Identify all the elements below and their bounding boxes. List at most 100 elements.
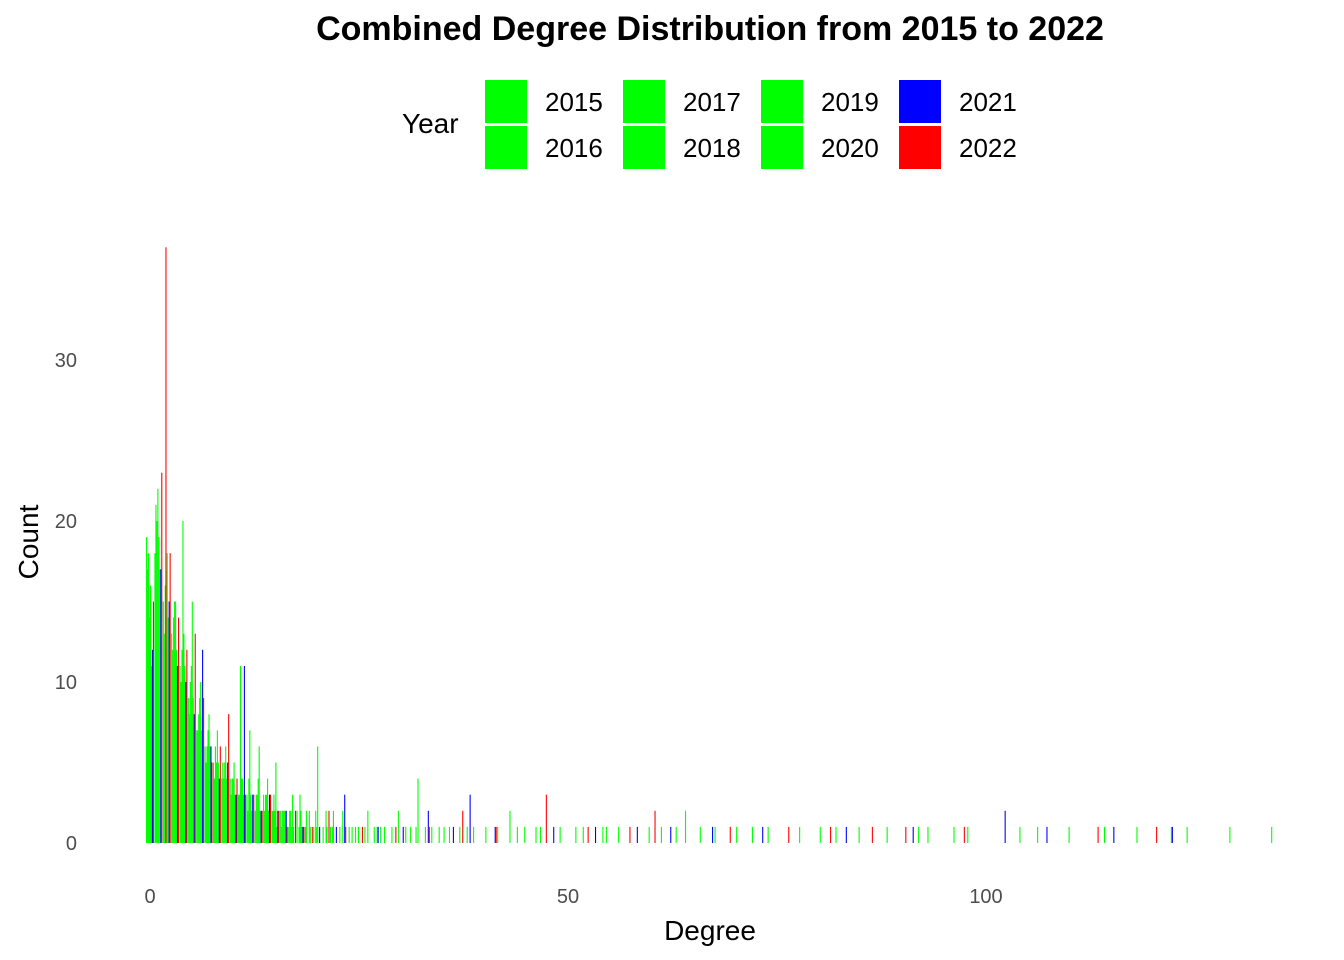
legend-label-2022: 2022 xyxy=(959,133,1017,163)
bar-2016-16 xyxy=(280,826,282,843)
legend-key-2020 xyxy=(761,126,803,169)
bar-2022-27 xyxy=(495,826,497,843)
bar-2021-8 xyxy=(218,778,220,843)
bar-2019-34 xyxy=(1019,826,1021,843)
bar-2018-7 xyxy=(207,730,209,843)
bar-2020-31 xyxy=(886,826,888,843)
bar-2016-8 xyxy=(213,778,215,843)
bar-2019-30 xyxy=(684,810,687,843)
bar-2020-2 xyxy=(167,617,169,843)
bar-2018-3 xyxy=(174,601,176,843)
bar-2022-29 xyxy=(587,826,589,843)
legend-key-2019 xyxy=(761,80,803,123)
bar-2015-16 xyxy=(279,810,281,843)
bar-2019-0 xyxy=(149,585,152,843)
bar-2019-7 xyxy=(208,714,210,843)
bar-2022-26 xyxy=(462,810,464,843)
bar-2018-16 xyxy=(282,810,284,843)
bar-2017-17 xyxy=(290,810,292,843)
bar-2016-21 xyxy=(364,826,366,843)
bar-2019-27 xyxy=(509,810,511,843)
bar-2018-24 xyxy=(466,826,468,843)
bar-2015-26 xyxy=(497,826,499,843)
bar-2022-30 xyxy=(629,826,631,843)
bar-2017-10 xyxy=(231,778,233,843)
bar-2021-35 xyxy=(1004,810,1006,843)
bar-2021-29 xyxy=(636,826,638,843)
bar-2017-1 xyxy=(156,521,158,843)
bar-2021-22 xyxy=(402,826,404,843)
bar-2021-11 xyxy=(243,665,245,843)
bar-2019-8 xyxy=(216,730,218,843)
bar-2020-8 xyxy=(217,762,219,843)
bar-2018-4 xyxy=(182,521,184,843)
chart-title: Combined Degree Distribution from 2015 t… xyxy=(316,10,1104,48)
bar-2021-33 xyxy=(845,826,847,843)
bar-2022-28 xyxy=(545,794,547,843)
bar-2015-22 xyxy=(355,826,357,843)
bar-2018-18 xyxy=(299,794,301,843)
bar-2021-12 xyxy=(252,794,254,843)
bar-2021-23 xyxy=(427,810,429,843)
bar-2021-24 xyxy=(452,826,454,843)
bar-2022-8 xyxy=(211,762,213,843)
bar-2015-11 xyxy=(237,794,240,843)
bar-2022-1 xyxy=(161,472,163,843)
bar-2018-27 xyxy=(675,826,677,843)
bar-2018-19 xyxy=(316,826,318,843)
bar-2018-13 xyxy=(257,778,259,843)
bar-2020-5 xyxy=(192,698,194,843)
legend-title: Year xyxy=(402,108,459,139)
bar-2016-1 xyxy=(155,504,157,843)
bar-2019-31 xyxy=(751,826,753,843)
bar-2017-27 xyxy=(699,826,701,843)
bar-2019-6 xyxy=(200,682,202,843)
bar-2016-9 xyxy=(222,762,224,843)
bar-2019-14 xyxy=(266,778,269,843)
bar-2019-5 xyxy=(191,601,193,843)
bar-2019-33 xyxy=(927,826,929,843)
bar-2015-23 xyxy=(380,826,382,843)
bar-2021-6 xyxy=(202,649,204,843)
bar-2019-28 xyxy=(559,826,561,843)
bar-2020-26 xyxy=(535,826,537,843)
bar-2021-15 xyxy=(277,810,279,843)
bar-2020-4 xyxy=(184,665,186,843)
bar-2018-10 xyxy=(232,778,234,843)
bar-2019-32 xyxy=(835,826,837,843)
bar-2015-15 xyxy=(271,810,273,843)
bar-2022-20 xyxy=(311,826,313,843)
bar-2015-14 xyxy=(263,794,265,843)
bar-2016-3 xyxy=(172,649,174,843)
bar-2017-12 xyxy=(248,778,250,843)
bar-2021-16 xyxy=(285,810,287,843)
bar-2022-37 xyxy=(963,826,965,843)
bar-2020-18 xyxy=(301,826,303,843)
bar-2022-22 xyxy=(345,826,347,843)
bar-2022-39 xyxy=(1156,826,1158,843)
bar-2022-9 xyxy=(219,746,221,843)
bar-2015-28 xyxy=(714,826,716,843)
bar-2017-29 xyxy=(967,826,969,843)
bar-2018-5 xyxy=(190,665,192,843)
legend-label-2021: 2021 xyxy=(959,87,1017,117)
bar-2018-26 xyxy=(575,826,577,843)
bar-2020-37 xyxy=(1271,826,1273,843)
bar-2022-3 xyxy=(169,553,171,843)
bar-2015-8 xyxy=(212,762,214,843)
bar-2019-10 xyxy=(233,762,235,843)
bar-2019-24 xyxy=(384,826,386,843)
bar-2019-29 xyxy=(618,826,620,843)
bar-2019-3 xyxy=(175,601,177,843)
bar-2020-14 xyxy=(267,810,270,843)
bar-2016-26 xyxy=(648,826,650,843)
bar-2022-12 xyxy=(244,794,246,843)
bar-2018-8 xyxy=(215,762,217,843)
bar-2020-10 xyxy=(234,794,236,843)
legend-key-2017 xyxy=(623,80,665,123)
legend-key-2022 xyxy=(899,126,941,169)
bar-2022-0 xyxy=(152,601,154,843)
bar-2016-5 xyxy=(188,714,190,843)
bar-2016-14 xyxy=(264,810,266,843)
bar-2022-11 xyxy=(236,778,238,843)
